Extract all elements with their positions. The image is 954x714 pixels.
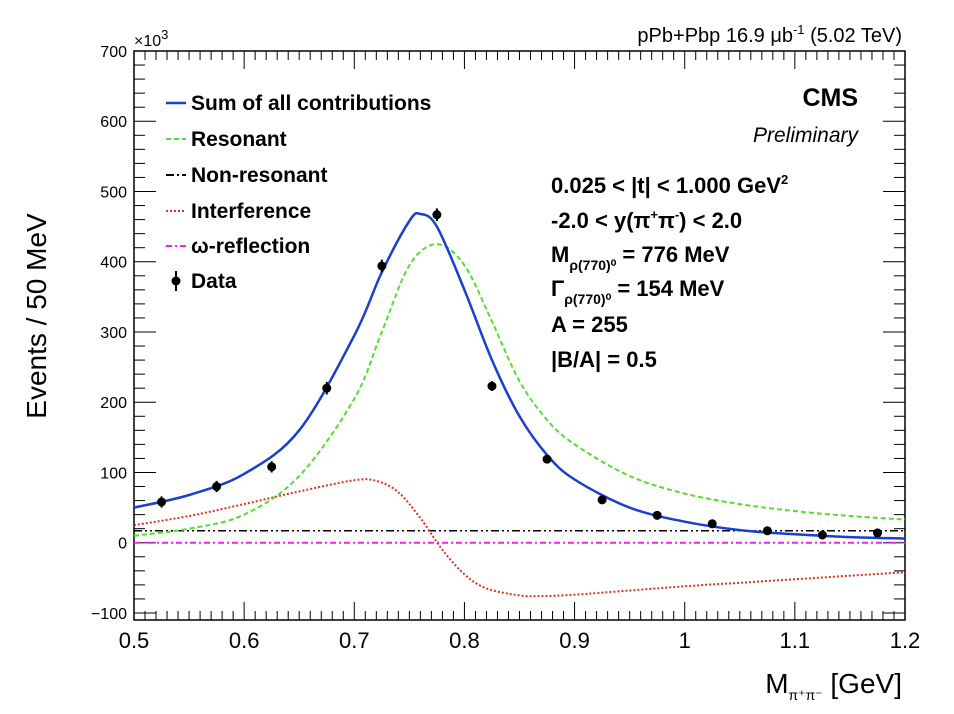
x-tick-label: 1.2 — [890, 628, 921, 653]
y-tick-label: 400 — [100, 255, 127, 272]
fit-info-mass: Mρ(770)⁰ = 776 MeV — [551, 242, 730, 273]
data-point — [487, 381, 497, 391]
data-point — [707, 519, 717, 529]
legend-swatch-data-marker — [171, 276, 181, 286]
data-point — [652, 510, 662, 520]
legend-label-resonant: Resonant — [191, 128, 287, 151]
legend-label-interference: Interference — [191, 200, 311, 223]
data-point — [597, 495, 607, 505]
fit-info: 0.025 < |t| < 1.000 GeV2 -2.0 < y(π+π-) … — [551, 172, 788, 372]
axis-ticks — [133, 50, 906, 620]
x-tick-label: 0.6 — [229, 628, 260, 653]
x-tick-label: 0.7 — [339, 628, 370, 653]
x-tick-label: 0.8 — [449, 628, 480, 653]
fit-info-ratio: |B/A| = 0.5 — [551, 347, 657, 372]
legend-label-data: Data — [191, 270, 237, 293]
data-point — [872, 528, 882, 538]
data-point — [322, 383, 332, 393]
y-tick-label: 500 — [100, 184, 127, 201]
resonant-curve — [133, 243, 906, 537]
y-tick-label: 100 — [100, 465, 127, 482]
data-point — [762, 526, 772, 536]
legend-label-sum: Sum of all contributions — [191, 92, 431, 115]
legend: Sum of all contributions Resonant Non-re… — [166, 92, 431, 293]
y-tick-label: 600 — [100, 114, 127, 131]
data-point — [817, 530, 827, 540]
y-tick-label: 300 — [100, 325, 127, 342]
y-axis-title: Events / 50 MeV — [21, 213, 52, 419]
data-point — [267, 462, 277, 472]
data-point — [212, 482, 222, 492]
data-point — [157, 497, 167, 507]
interference-curve — [133, 478, 906, 598]
status-label: Preliminary — [753, 124, 860, 147]
y-tick-label: 200 — [100, 395, 127, 412]
data-point — [432, 210, 442, 220]
data-point — [542, 454, 552, 464]
x-tick-label: 1 — [679, 628, 691, 653]
data-point — [377, 261, 387, 271]
experiment-label: CMS — [802, 84, 858, 112]
fit-info-t-range: 0.025 < |t| < 1.000 GeV2 — [551, 172, 788, 198]
fit-info-rapidity-range: -2.0 < y(π+π-) < 2.0 — [551, 207, 742, 233]
sum-curve — [133, 211, 906, 540]
fit-curves — [133, 211, 906, 598]
x-tick-label: 0.9 — [559, 628, 590, 653]
x-tick-label: 1.1 — [780, 628, 811, 653]
x-tick-label: 0.5 — [119, 628, 150, 653]
y-tick-label: 0 — [118, 536, 127, 553]
fit-info-amplitude: A = 255 — [551, 312, 628, 337]
x-axis-title: Mπ⁺π⁻ [GeV] — [765, 668, 902, 703]
y-multiplier: ×103 — [134, 27, 168, 50]
data-points — [157, 208, 882, 540]
x-tick-labels: 0.5 0.6 0.7 0.8 0.9 1 1.1 1.2 — [119, 628, 921, 653]
lumi-label: pPb+Pbp 16.9 μb-1 (5.02 TeV) — [637, 22, 902, 47]
legend-label-nonresonant: Non-resonant — [191, 164, 328, 187]
y-tick-label: 700 — [100, 44, 127, 61]
legend-label-omega: ω-reflection — [191, 235, 310, 258]
y-tick-labels: −100 0 100 200 300 400 500 600 700 — [91, 44, 127, 623]
y-tick-label: −100 — [91, 606, 127, 623]
fit-info-width: Γρ(770)⁰ = 154 MeV — [551, 276, 725, 307]
